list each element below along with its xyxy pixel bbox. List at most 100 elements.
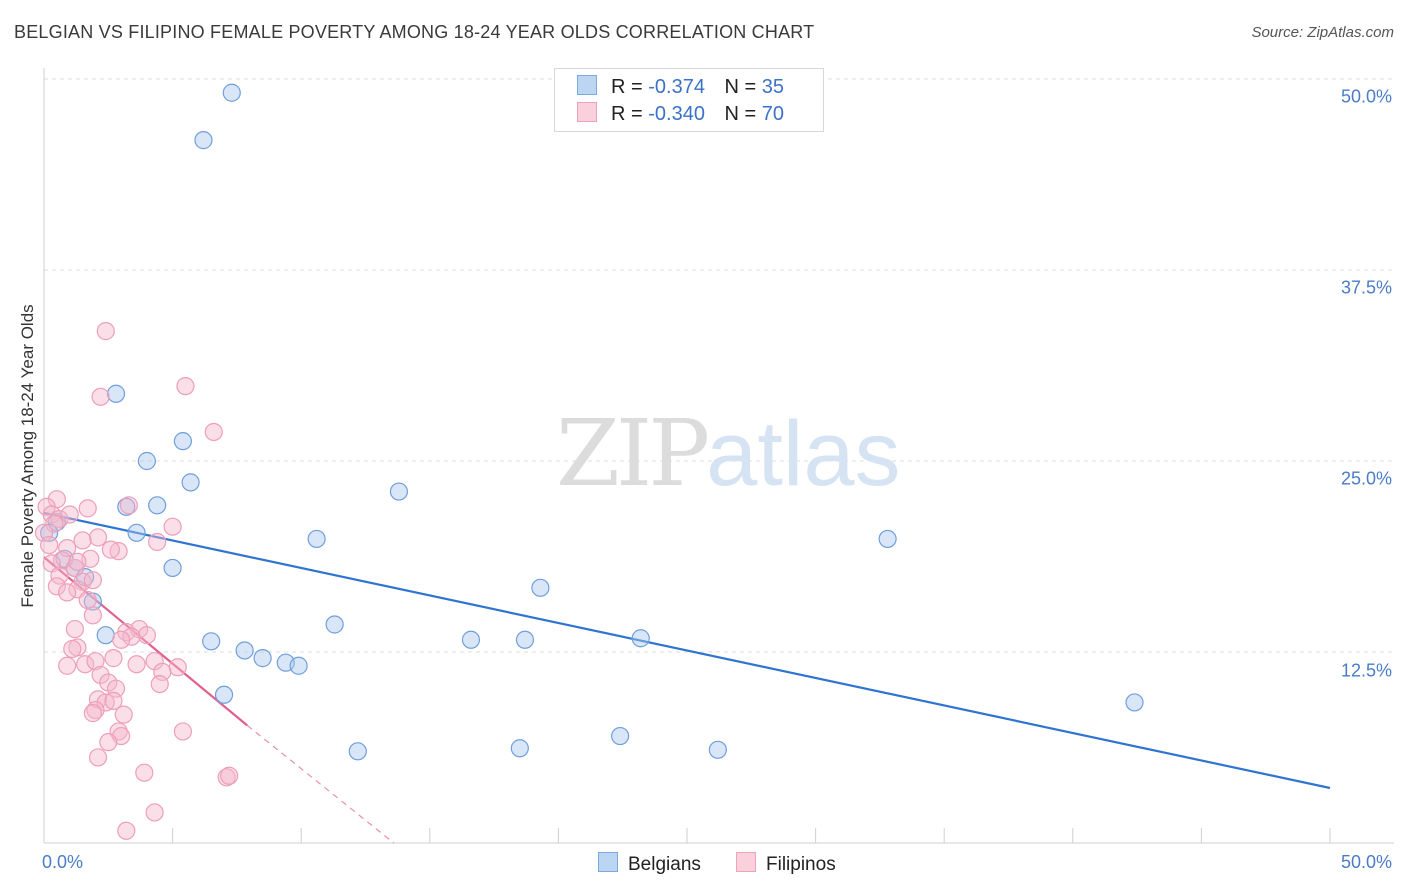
filipinos-trend-line [43,556,248,727]
filipinos-point-36 [122,627,141,646]
filipinos-point-61 [99,733,118,752]
filipinos-point-17 [40,535,59,555]
filipinos-n-label: N = [724,103,757,125]
filipinos-point-51 [150,674,169,694]
belgians-points [40,83,1144,761]
trend-lines [43,511,1331,844]
belgians-point-7 [148,496,167,515]
filipinos-point-11 [45,514,64,533]
legend-row-filipinos: R = -0.340 N = 70 [577,102,784,126]
filipinos-point-44 [86,652,105,671]
filipinos-swatch [577,102,597,122]
filipinos-point-3 [204,422,223,442]
filipinos-point-68 [68,552,87,571]
filipinos-point-54 [104,691,123,710]
y-axis-label: Female Poverty Among 18-24 Year Olds [18,304,37,608]
filipinos-point-69 [101,540,120,559]
filipinos-point-27 [47,577,66,596]
legend-row-belgians: R = -0.374 N = 35 [577,75,784,99]
y-tick-label-25: 25.0% [1340,468,1392,489]
filipinos-point-15 [148,532,167,552]
filipinos-r-label: R = [611,103,643,125]
x-tick-label-max: 50.0% [1340,852,1392,872]
belgians-point-23 [461,630,481,649]
filipinos-point-32 [65,619,84,639]
filipinos-point-35 [137,626,156,645]
filipinos-point-39 [63,639,82,659]
filipinos-point-30 [78,590,97,610]
stats-legend: R = -0.374 N = 35 R = -0.340 N = 70 [554,68,824,132]
filipinos-point-66 [145,803,164,822]
belgians-point-16 [163,558,182,578]
belgians-point-35 [708,740,727,759]
filipinos-trend-extension [246,724,395,844]
filipinos-point-10 [60,505,79,524]
filipinos-point-65 [220,766,239,785]
filipinos-point-56 [83,704,102,723]
axes [43,68,1394,844]
filipinos-point-6 [78,499,97,518]
filipinos-point-24 [50,566,69,585]
filipinos-point-45 [58,656,77,675]
filipinos-n-value: 70 [761,103,785,125]
belgians-point-3 [173,432,192,451]
belgians-point-31 [1125,693,1144,712]
belgians-point-18 [531,578,550,597]
y-tick-label-50: 50.0% [1340,86,1392,107]
watermark: ZIPatlas [556,400,901,507]
belgians-point-24 [515,630,535,649]
filipinos-point-19 [109,542,128,561]
filipinos-point-40 [104,649,123,668]
belgians-point-34 [611,726,630,746]
belgians-trend-line [43,511,1331,790]
filipinos-legend-swatch [736,852,756,872]
belgians-point-5 [181,473,200,492]
belgians-r-value: -0.374 [648,76,705,98]
belgians-point-22 [202,632,221,651]
belgians-point-6 [389,482,409,501]
belgians-point-30 [214,685,234,704]
belgians-point-33 [510,739,529,758]
filipinos-point-43 [76,655,95,674]
belgians-point-1 [194,131,213,150]
filipinos-point-67 [117,821,136,840]
chart-title: BELGIAN VS FILIPINO FEMALE POVERTY AMONG… [14,22,815,42]
filipinos-point-57 [114,705,133,724]
belgians-n-value: 35 [761,76,785,98]
filipinos-point-12 [163,517,182,536]
belgians-point-4 [137,451,156,471]
filipinos-point-59 [173,722,192,741]
filipinos-point-16 [73,531,92,550]
watermark-zip: ZIP [556,400,710,507]
filipinos-legend-label: Filipinos [766,854,836,875]
gridlines [44,78,1394,653]
belgians-point-25 [631,629,650,648]
belgians-point-13 [878,529,897,549]
filipinos-point-2 [91,387,110,406]
belgians-point-29 [289,656,308,675]
belgians-legend-label: Belgians [628,854,701,875]
filipinos-point-26 [83,571,102,590]
source-credit: Source: ZipAtlas.com [1251,24,1394,41]
belgians-point-11 [127,523,146,542]
filipinos-point-7 [119,496,138,515]
filipinos-point-29 [58,583,77,602]
filipinos-point-42 [127,655,146,674]
belgians-point-0 [222,83,241,102]
watermark-atlas: atlas [706,403,901,505]
belgians-legend-swatch [598,852,618,872]
filipinos-point-37 [112,630,131,649]
filipinos-point-55 [86,700,105,720]
x-tick-label-min: 0.0% [42,852,84,872]
filipinos-point-1 [176,377,195,396]
filipinos-point-46 [168,658,187,677]
belgians-r-label: R = [611,76,643,98]
belgians-point-20 [325,615,344,634]
bottom-legend-filipinos: Filipinos [736,852,836,876]
belgians-swatch [577,75,597,95]
filipinos-point-31 [83,606,102,625]
filipinos-point-53 [96,693,115,712]
belgians-point-27 [253,649,272,668]
filipinos-r-value: -0.340 [648,103,705,125]
